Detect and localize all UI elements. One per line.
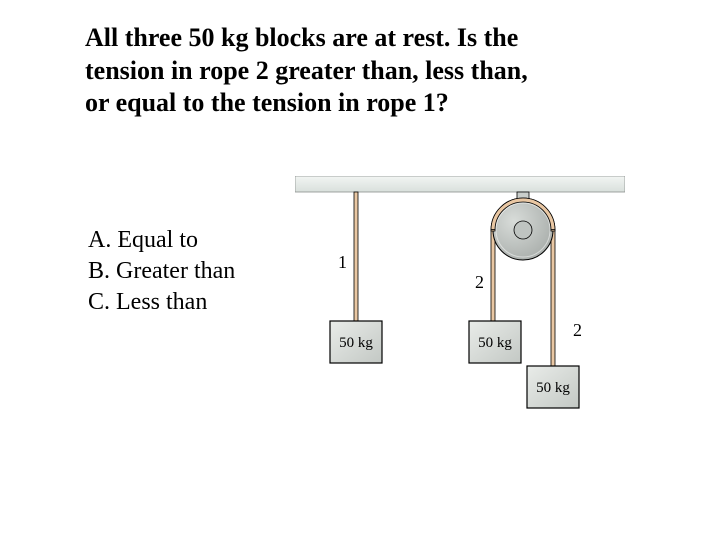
question-line-3: or equal to the tension in rope 1? xyxy=(85,88,449,117)
physics-diagram: 50 kg 50 kg 50 kg 1 2 2 xyxy=(295,176,625,446)
option-a: A. Equal to xyxy=(88,225,235,256)
question-line-2: tension in rope 2 greater than, less tha… xyxy=(85,56,528,85)
svg-text:2: 2 xyxy=(573,320,582,340)
svg-text:2: 2 xyxy=(475,272,484,292)
svg-text:50 kg: 50 kg xyxy=(478,335,512,351)
question-text: All three 50 kg blocks are at rest. Is t… xyxy=(85,22,640,120)
svg-text:50 kg: 50 kg xyxy=(536,380,570,396)
svg-text:1: 1 xyxy=(338,252,347,272)
answer-options: A. Equal to B. Greater than C. Less than xyxy=(88,225,235,319)
question-line-1: All three 50 kg blocks are at rest. Is t… xyxy=(85,23,518,52)
option-b: B. Greater than xyxy=(88,256,235,287)
option-c: C. Less than xyxy=(88,287,235,318)
svg-text:50 kg: 50 kg xyxy=(339,335,373,351)
